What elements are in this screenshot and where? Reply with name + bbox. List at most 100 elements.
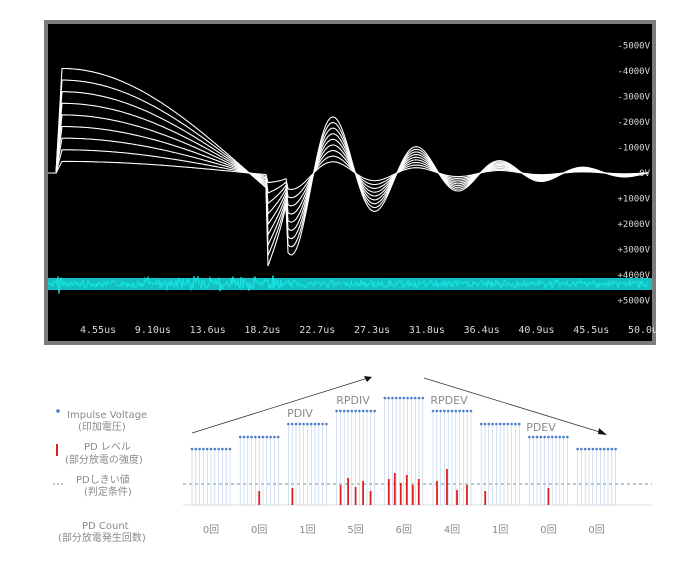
impulse-point — [431, 409, 435, 413]
impulse-point — [250, 435, 253, 439]
impulse-point — [294, 422, 298, 426]
impulse-point — [273, 435, 276, 439]
impulse-point — [209, 447, 213, 451]
time-scale-label: 36.4us — [464, 325, 500, 336]
impulse-point — [491, 422, 494, 426]
impulse-waveform — [48, 160, 648, 190]
pd-count-label: 0回 — [251, 524, 267, 536]
legend-impulse-label: Impulse Voltage — [67, 410, 147, 421]
impulse-point — [558, 435, 562, 439]
legend-threshold-label: PDしきい値 — [76, 473, 130, 486]
pd-bars — [258, 469, 550, 505]
voltage-scale-label: +3000V — [617, 246, 650, 256]
impulse-point — [394, 396, 398, 400]
legend-count-sub: (部分放電発生回数) — [58, 531, 146, 544]
voltage-scale-label: -5000V — [617, 42, 650, 52]
impulse-point — [354, 409, 357, 413]
impulse-groups — [190, 396, 617, 505]
impulse-point — [194, 447, 198, 451]
impulse-legend-marker — [56, 409, 60, 413]
pd-count-label: 1回 — [299, 524, 315, 536]
stage-label-rpdiv: RPDIV — [336, 394, 370, 407]
impulse-point — [335, 409, 338, 413]
impulse-point — [339, 409, 342, 413]
impulse-point — [531, 435, 535, 439]
impulse-point — [554, 435, 558, 439]
impulse-point — [387, 396, 390, 400]
impulse-point — [238, 435, 242, 439]
voltage-scale-label: +5000V — [617, 297, 650, 307]
voltage-scale-label: -2000V — [617, 118, 650, 128]
oscilloscope-display: -5000V -4000V -3000V -2000V -1000V 0V +1000V +2… — [44, 20, 656, 345]
impulse-point — [365, 409, 369, 413]
voltage-scale-label: +1000V — [617, 195, 650, 205]
impulse-point — [517, 422, 521, 426]
impulse-point — [410, 396, 413, 400]
falling-arrow-line — [423, 377, 604, 434]
impulse-point — [479, 422, 483, 426]
legend-threshold-sub: (判定条件) — [84, 485, 132, 498]
pd-count-label: 0回 — [203, 524, 219, 536]
time-scale-label: 50.0us — [628, 325, 656, 336]
stage-label-rpdev: RPDEV — [430, 394, 468, 407]
impulse-point — [309, 422, 313, 426]
impulse-point — [606, 447, 610, 451]
impulse-point — [443, 409, 446, 413]
impulse-point — [373, 409, 376, 413]
impulse-point — [506, 422, 510, 426]
time-scale-label: 9.10us — [135, 325, 171, 336]
impulse-point — [228, 447, 232, 451]
impulse-point — [462, 409, 465, 413]
voltage-scale-label: +4000V — [617, 271, 650, 281]
impulse-point — [406, 396, 409, 400]
legend-pd-label: PD レベル — [84, 441, 131, 453]
voltage-scale-label: -4000V — [617, 67, 650, 77]
impulse-point — [439, 409, 442, 413]
pd-noise-band — [48, 278, 652, 290]
impulse-point — [614, 447, 617, 451]
impulse-point — [510, 422, 513, 426]
impulse-point — [610, 447, 614, 451]
impulse-point — [435, 409, 439, 413]
pd-count-label: 1回 — [492, 524, 508, 536]
impulse-point — [580, 447, 583, 451]
impulse-point — [535, 435, 539, 439]
impulse-point — [346, 409, 350, 413]
voltage-scale-label: -1000V — [617, 144, 650, 154]
count-labels: 0回 0回 1回 5回 6回 4回 1回 0回 0回 — [203, 524, 605, 536]
impulse-point — [369, 409, 373, 413]
impulse-point — [498, 422, 502, 426]
impulse-waveform — [48, 114, 649, 226]
legend-pd-sub: (部分放電の強度) — [65, 453, 143, 466]
impulse-point — [361, 409, 365, 413]
impulse-point — [205, 447, 209, 451]
impulse-point — [257, 435, 261, 439]
impulse-point — [350, 409, 354, 413]
impulse-point — [198, 447, 201, 451]
falling-arrow-head — [598, 428, 607, 435]
impulse-point — [421, 396, 425, 400]
time-scale-label: 18.2us — [244, 325, 280, 336]
impulse-point — [217, 447, 220, 451]
impulse-waveform — [48, 102, 649, 237]
time-scale-label: 31.8us — [409, 325, 445, 336]
pd-count-label: 5回 — [347, 524, 363, 536]
impulse-point — [591, 447, 595, 451]
time-scale-label: 13.6us — [190, 325, 226, 336]
legend-impulse-sub: (印加電圧) — [78, 421, 126, 433]
time-scale-label: 4.55us — [80, 325, 116, 336]
impulse-point — [446, 409, 450, 413]
impulse-point — [469, 409, 473, 413]
time-scale-label: 22.7us — [299, 325, 335, 336]
impulse-point — [458, 409, 461, 413]
impulse-point — [269, 435, 272, 439]
impulse-point — [358, 409, 361, 413]
impulse-point — [398, 396, 402, 400]
impulse-point — [514, 422, 517, 426]
impulse-point — [502, 422, 506, 426]
impulse-point — [547, 435, 550, 439]
impulse-point — [602, 447, 606, 451]
impulse-point — [413, 396, 417, 400]
time-scale-label: 27.3us — [354, 325, 390, 336]
